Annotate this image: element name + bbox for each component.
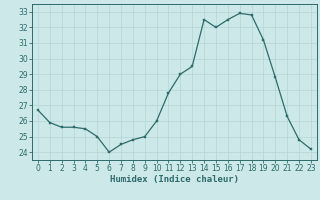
X-axis label: Humidex (Indice chaleur): Humidex (Indice chaleur) (110, 175, 239, 184)
